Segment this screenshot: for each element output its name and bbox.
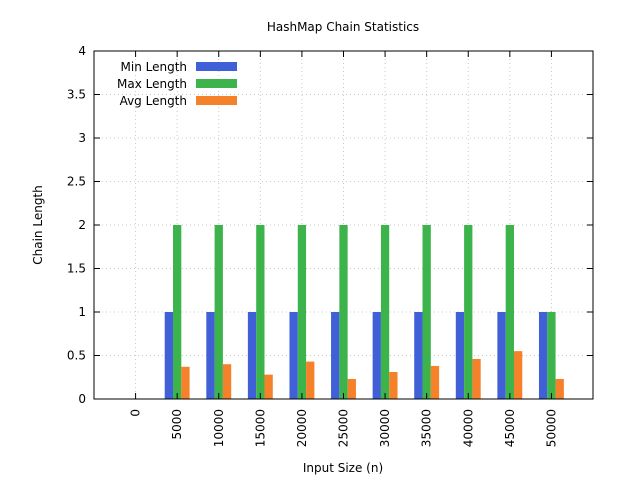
legend-swatch [196, 79, 237, 88]
bar-min-length [372, 312, 381, 399]
bar-min-length [247, 312, 257, 399]
y-tick-label: 1.5 [67, 262, 86, 276]
legend-label: Avg Length [120, 94, 187, 108]
x-tick-label: 5000 [170, 409, 184, 440]
bar-avg-length [555, 378, 564, 399]
legend-label: Min Length [121, 60, 188, 74]
legend: Min Length Max Length Avg Length [117, 60, 237, 108]
ticks: 0 0.5 1 1.5 2 2.5 3 3.5 4 0 5000 10000 15000 20000 250… [67, 44, 593, 447]
chart-title: HashMap Chain Statistics [267, 20, 419, 34]
bar-avg-length [222, 364, 232, 399]
bar-min-length [455, 312, 465, 399]
bar-max-length [297, 225, 307, 399]
x-tick-label: 15000 [253, 409, 267, 447]
bar-avg-length [181, 366, 190, 399]
bar-avg-length [306, 361, 315, 399]
x-tick-label: 0 [129, 409, 143, 417]
bar-min-length [331, 312, 340, 399]
x-tick-label: 45000 [503, 409, 517, 447]
bar-max-length [339, 225, 348, 399]
y-tick-label: 2.5 [67, 175, 86, 189]
bar-avg-length [347, 378, 356, 399]
y-tick-label: 2 [78, 218, 86, 232]
bar-min-length [164, 312, 174, 399]
x-tick-label: 10000 [212, 409, 226, 447]
bar-avg-length [472, 358, 481, 399]
bar-max-length [256, 225, 265, 399]
x-tick-label: 20000 [295, 409, 309, 447]
bar-max-length [422, 225, 431, 399]
bar-avg-length [513, 351, 523, 399]
bar-avg-length [430, 365, 440, 399]
y-tick-label: 1 [78, 305, 86, 319]
bar-max-length [505, 225, 514, 399]
y-tick-label: 0.5 [67, 349, 86, 363]
bar-min-length [414, 312, 423, 399]
bar-min-length [206, 312, 215, 399]
legend-swatch [196, 96, 237, 105]
legend-label: Max Length [117, 77, 187, 91]
bar-min-length [538, 312, 548, 399]
bar-min-length [497, 312, 506, 399]
bar-avg-length [264, 374, 273, 399]
bar-min-length [289, 312, 298, 399]
x-tick-label: 25000 [337, 409, 351, 447]
y-tick-label: 0 [78, 392, 86, 406]
y-tick-label: 3.5 [67, 88, 86, 102]
bar-max-length [214, 225, 223, 399]
bar-max-length [173, 225, 182, 399]
bar-max-length [464, 225, 473, 399]
bar-max-length [547, 312, 556, 399]
x-tick-label: 50000 [544, 409, 558, 447]
x-tick-label: 30000 [378, 409, 392, 447]
x-axis-title: Input Size (n) [303, 461, 383, 475]
bar-max-length [380, 225, 390, 399]
bars [164, 225, 564, 399]
x-tick-label: 35000 [420, 409, 434, 447]
bar-avg-length [389, 372, 398, 399]
x-tick-label: 40000 [461, 409, 475, 447]
y-tick-label: 3 [78, 131, 86, 145]
legend-swatch [196, 62, 237, 71]
y-axis-title: Chain Length [31, 185, 45, 264]
y-tick-label: 4 [78, 44, 86, 58]
